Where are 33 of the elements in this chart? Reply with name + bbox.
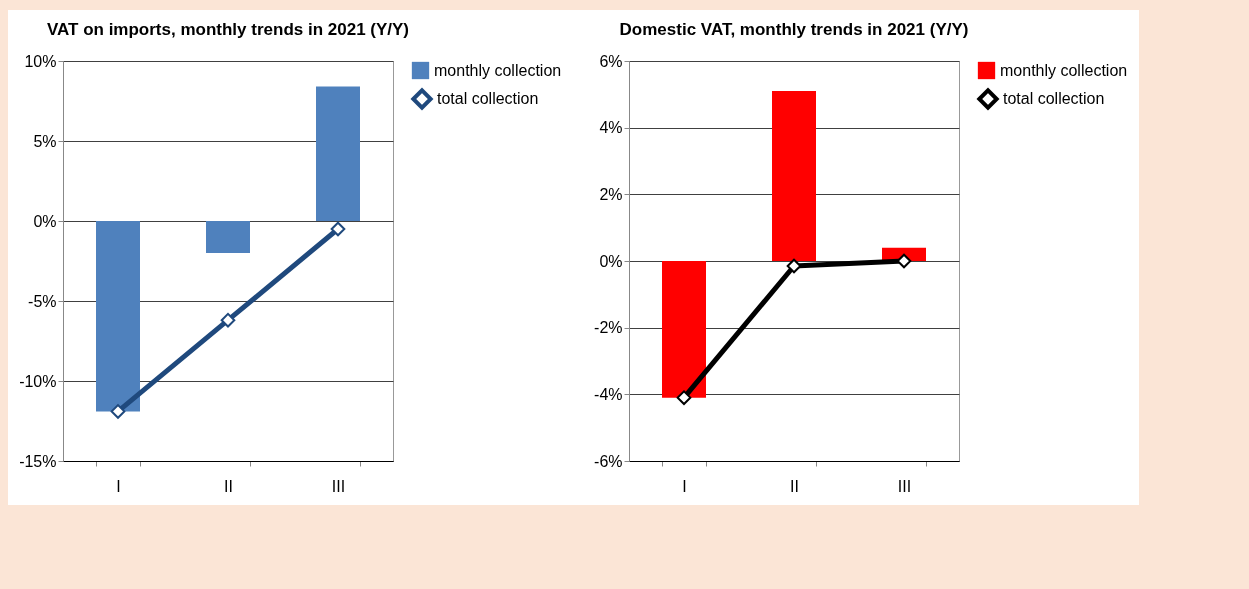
y-tick-label: -5% — [28, 292, 57, 310]
bar — [662, 261, 706, 398]
y-tick-label: -10% — [19, 372, 57, 390]
x-tick-label: II — [224, 477, 233, 495]
x-tick-label: I — [682, 477, 687, 495]
legend-label: total collection — [437, 90, 539, 107]
y-tick-label: 10% — [24, 52, 57, 70]
y-tick-label: -4% — [594, 385, 623, 403]
point — [676, 390, 692, 405]
y-tick-label: -6% — [594, 452, 623, 470]
y-tick-label: 0% — [33, 212, 57, 230]
y-tick-label: 2% — [599, 185, 623, 203]
point — [786, 258, 802, 274]
point — [330, 221, 346, 237]
y-tick-label: 4% — [599, 119, 623, 137]
x-tick-label: III — [897, 477, 912, 495]
legend-label: monthly collection — [1000, 61, 1128, 79]
y-tick-label: -15% — [19, 452, 57, 470]
x-tick-label: I — [116, 477, 121, 495]
y-tick-label: 6% — [599, 52, 623, 70]
y-tick-label: 0% — [599, 252, 623, 270]
point — [896, 253, 912, 269]
x-tick-label: III — [331, 477, 346, 495]
y-tick-label: 5% — [33, 132, 57, 150]
x-tick-label: II — [790, 477, 799, 495]
chart-title: VAT on imports, monthly trends in 2021 (Y/Y) — [46, 20, 410, 39]
point — [110, 404, 126, 419]
legend-label: total collection — [1003, 90, 1105, 107]
legend-label: monthly collection — [434, 61, 562, 79]
y-tick-label: -2% — [594, 319, 623, 337]
point — [220, 312, 236, 328]
chart-title: Domestic VAT, monthly trends in 2021 (Y/Y) — [619, 20, 969, 39]
bar — [772, 91, 816, 261]
